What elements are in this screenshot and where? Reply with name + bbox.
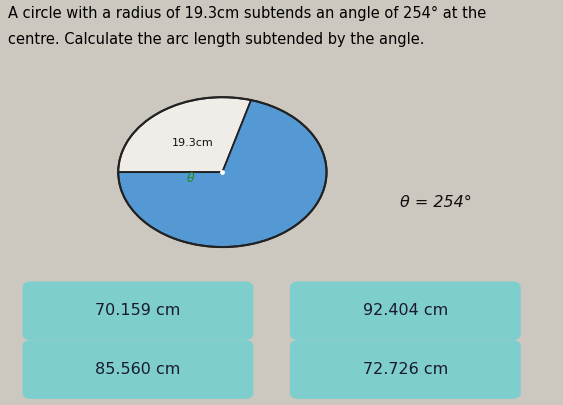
Wedge shape — [118, 97, 251, 172]
Text: θ: θ — [186, 172, 194, 185]
FancyBboxPatch shape — [290, 340, 521, 399]
Text: 70.159 cm: 70.159 cm — [95, 303, 181, 318]
Text: 85.560 cm: 85.560 cm — [95, 362, 181, 377]
Text: 19.3cm: 19.3cm — [171, 139, 213, 148]
FancyBboxPatch shape — [23, 281, 253, 340]
Text: θ = 254°: θ = 254° — [400, 195, 471, 210]
Text: centre. Calculate the arc length subtended by the angle.: centre. Calculate the arc length subtend… — [8, 32, 425, 47]
Wedge shape — [118, 100, 327, 247]
FancyBboxPatch shape — [23, 340, 253, 399]
Text: 92.404 cm: 92.404 cm — [363, 303, 448, 318]
Text: 72.726 cm: 72.726 cm — [363, 362, 448, 377]
Text: A circle with a radius of 19.3cm subtends an angle of 254° at the: A circle with a radius of 19.3cm subtend… — [8, 6, 486, 21]
FancyBboxPatch shape — [290, 281, 521, 340]
